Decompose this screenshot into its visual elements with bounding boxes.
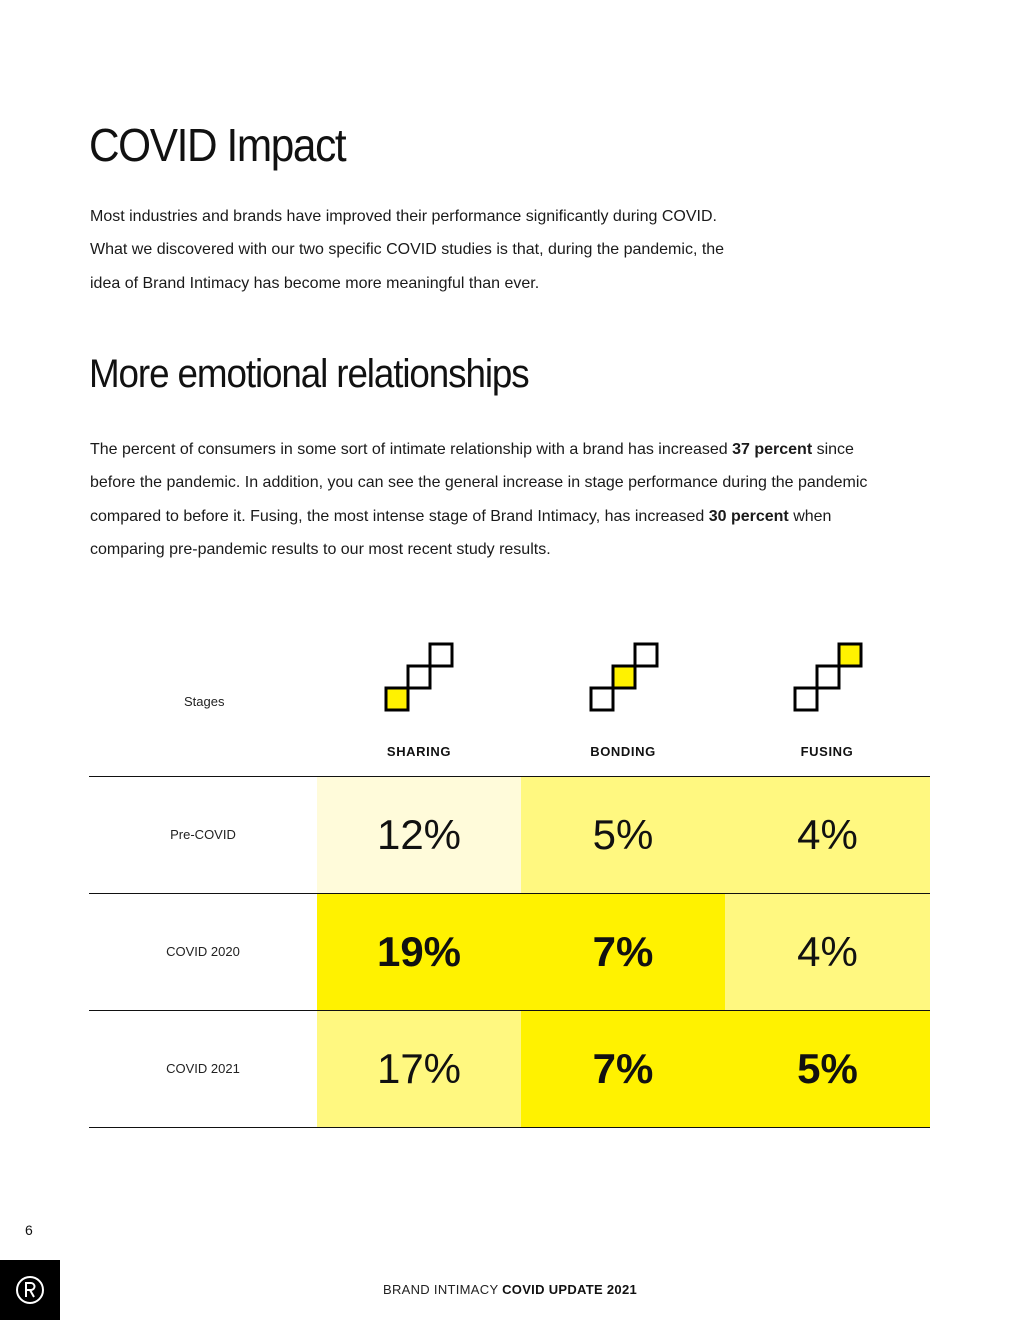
- body-highlight-2: 30 percent: [708, 507, 789, 525]
- cell-covid2020-fusing: 4%: [725, 894, 930, 1010]
- cell-precovid-bonding: 5%: [521, 777, 725, 893]
- table-rule-bottom: [89, 1127, 930, 1128]
- stage-name-sharing: SHARING: [386, 744, 452, 759]
- stages-label: Stages: [184, 694, 225, 709]
- cell-covid2021-fusing: 5%: [725, 1011, 930, 1127]
- body-text-3: when comparing pre-pandemic results to o…: [90, 507, 832, 558]
- table-rule: [89, 893, 930, 894]
- page-number: 6: [25, 1222, 33, 1238]
- cell-precovid-fusing: 4%: [725, 777, 930, 893]
- body-text-2: since before the pandemic. In addition, …: [90, 441, 868, 525]
- page-title: COVID Impact: [89, 119, 347, 171]
- cell-covid2021-bonding: 7%: [521, 1011, 725, 1127]
- cell-covid2020-bonding: 7%: [521, 894, 725, 1010]
- logo: [0, 1260, 60, 1320]
- row-label-precovid: Pre-COVID: [170, 827, 236, 842]
- registered-r-icon: [16, 1276, 44, 1304]
- footer: BRAND INTIMACY COVID UPDATE 2021: [0, 1282, 1020, 1297]
- stage-name-fusing: FUSING: [800, 744, 854, 759]
- cell-precovid-sharing: 12%: [317, 777, 521, 893]
- row-label-covid2020: COVID 2020: [166, 944, 240, 959]
- intro-paragraph: Most industries and brands have improved…: [90, 208, 725, 292]
- body-highlight-1: 37 percent: [732, 441, 813, 458]
- cell-covid2020-sharing: 19%: [317, 894, 521, 1010]
- cell-covid2021-sharing: 17%: [317, 1011, 521, 1127]
- table-rule-top: [89, 776, 930, 777]
- stairs-step-2-icon: [589, 642, 659, 712]
- section-title: More emotional relationships: [89, 352, 530, 396]
- row-label-covid2021: COVID 2021: [166, 1061, 240, 1076]
- body-text-1: The percent of consumers in some sort of…: [90, 441, 733, 458]
- stairs-step-1-icon: [384, 642, 454, 712]
- footer-brand: BRAND INTIMACY: [382, 1282, 499, 1297]
- stage-name-bonding: BONDING: [590, 744, 656, 759]
- table-rule: [89, 1010, 930, 1011]
- footer-title: COVID UPDATE 2021: [502, 1282, 638, 1297]
- body-paragraph: The percent of consumers in some sort of…: [90, 433, 890, 566]
- stairs-step-3-icon: [793, 642, 863, 712]
